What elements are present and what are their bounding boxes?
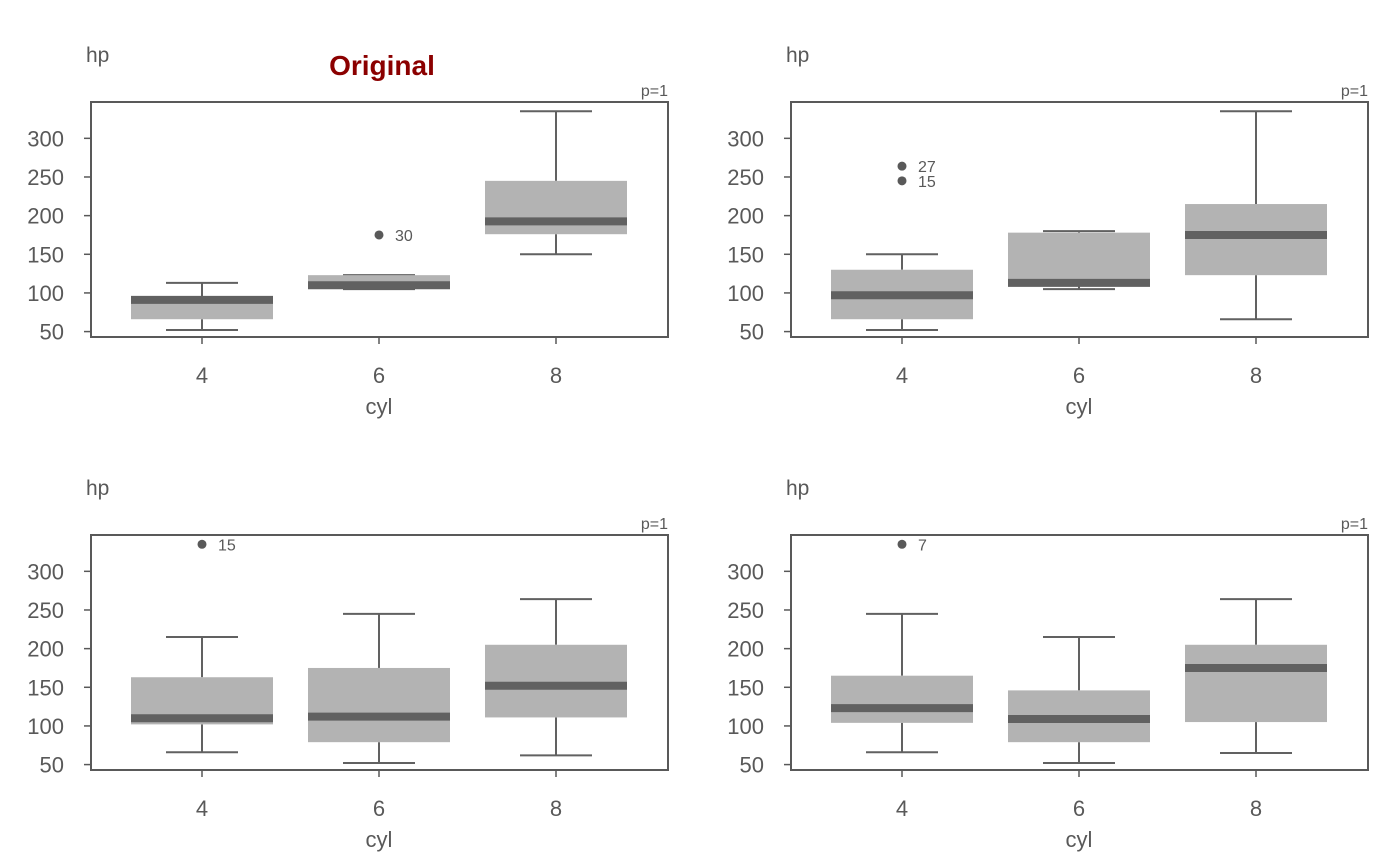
panel-3-y-tick-label: 150	[27, 675, 64, 700]
panel-1-y-tick-label: 200	[27, 204, 64, 229]
panel-1-y-tick-label: 250	[27, 165, 64, 190]
panel-2-y-tick-label: 200	[727, 204, 764, 229]
panel-3-box	[485, 644, 627, 718]
panel-2-box	[1185, 204, 1327, 276]
panel-2-y-tick-label: 300	[727, 126, 764, 151]
panel-3-x-tick-label: 4	[196, 796, 208, 821]
panel-4-x-tick-label: 6	[1073, 796, 1085, 821]
panel-4-outlier-label: 7	[918, 537, 927, 554]
panel-2-outlier-point	[897, 161, 907, 171]
panel-2-y-tick-label: 250	[727, 165, 764, 190]
panel-2-x-tick-label: 4	[896, 363, 908, 388]
panel-1-x-axis-label: cyl	[366, 394, 393, 419]
panel-1-y-axis-label: hp	[86, 44, 109, 67]
panel-1-outlier-point	[374, 230, 384, 240]
panel-3-x-tick-label: 6	[373, 796, 385, 821]
panel-3-outlier-label: 15	[218, 537, 236, 554]
panel-1-y-tick-label: 100	[27, 281, 64, 306]
panel-2-x-tick-label: 6	[1073, 363, 1085, 388]
panel-4-box	[831, 675, 973, 723]
panel-3-y-tick-label: 300	[27, 559, 64, 584]
panel-4-x-tick-label: 8	[1250, 796, 1262, 821]
panel-2-x-tick-label: 8	[1250, 363, 1262, 388]
panel-4-x-tick-label: 4	[896, 796, 908, 821]
panel-1-box	[485, 180, 627, 235]
chart-title: Original	[329, 50, 435, 81]
panel-4-y-tick-label: 300	[727, 559, 764, 584]
panel-4-y-tick-label: 50	[740, 753, 764, 778]
panel-3-x-axis-label: cyl	[366, 827, 393, 852]
panel-4-box	[1185, 644, 1327, 723]
panel-1-outlier-label: 30	[395, 228, 413, 245]
panel-1-p-value: p=1	[641, 83, 668, 100]
panel-2-outlier-label: 15	[918, 174, 936, 191]
panel-2-y-tick-label: 50	[740, 320, 764, 345]
panel-2-box	[1008, 232, 1150, 286]
panel-3-box	[308, 667, 450, 743]
panel-1-x-tick-label: 4	[196, 363, 208, 388]
panel-2-y-tick-label: 150	[727, 242, 764, 267]
panel-4-outlier-point	[897, 539, 907, 549]
panel-4-y-tick-label: 150	[727, 675, 764, 700]
panel-4-y-tick-label: 100	[727, 714, 764, 739]
panel-2-y-tick-label: 100	[727, 281, 764, 306]
panel-4-x-axis-label: cyl	[1066, 827, 1093, 852]
panel-4-p-value: p=1	[1341, 516, 1368, 533]
panel-1-y-tick-label: 150	[27, 242, 64, 267]
panel-3-y-axis-label: hp	[86, 477, 109, 500]
panel-3-x-tick-label: 8	[550, 796, 562, 821]
panel-2-outlier-label: 27	[918, 159, 936, 176]
panel-3-y-tick-label: 50	[40, 753, 64, 778]
panel-4-y-tick-label: 250	[727, 598, 764, 623]
panel-1-x-tick-label: 8	[550, 363, 562, 388]
panel-3-y-tick-label: 100	[27, 714, 64, 739]
panel-4-y-tick-label: 200	[727, 637, 764, 662]
panel-3-y-tick-label: 250	[27, 598, 64, 623]
panel-3-outlier-point	[197, 539, 207, 549]
panel-2-y-axis-label: hp	[786, 44, 809, 67]
panel-3-p-value: p=1	[641, 516, 668, 533]
panel-2-x-axis-label: cyl	[1066, 394, 1093, 419]
panel-3-y-tick-label: 200	[27, 637, 64, 662]
panel-1-y-tick-label: 50	[40, 320, 64, 345]
panel-2-p-value: p=1	[1341, 83, 1368, 100]
panel-1-y-tick-label: 300	[27, 126, 64, 151]
panel-2-outlier-point	[897, 176, 907, 186]
panel-4-y-axis-label: hp	[786, 477, 809, 500]
panel-1-x-tick-label: 6	[373, 363, 385, 388]
